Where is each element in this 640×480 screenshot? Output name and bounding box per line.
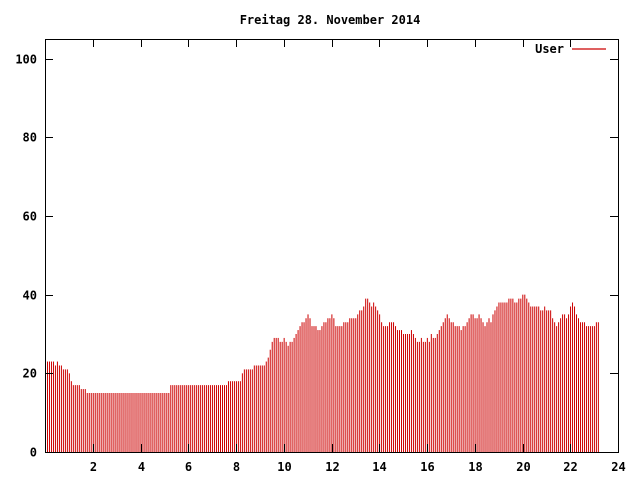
x-tick-label: 6 [185, 460, 192, 474]
x-tick-label: 22 [563, 460, 577, 474]
x-tick-label: 20 [516, 460, 530, 474]
x-tick-label: 24 [611, 460, 625, 474]
y-tick-label: 0 [30, 446, 37, 460]
x-tick-label: 2 [90, 460, 97, 474]
x-tick-label: 18 [468, 460, 482, 474]
x-tick-label: 10 [277, 460, 291, 474]
x-tick-label: 8 [233, 460, 240, 474]
y-tick-label: 40 [23, 289, 37, 303]
chart-title: Freitag 28. November 2014 [240, 13, 421, 27]
bars-group [45, 294, 599, 452]
x-tick-label: 16 [420, 460, 434, 474]
y-tick-label: 80 [23, 131, 37, 145]
y-tick-label: 100 [15, 53, 37, 67]
legend: User [535, 42, 606, 56]
x-tick-label: 12 [325, 460, 339, 474]
legend-label: User [535, 42, 564, 56]
x-tick-label: 14 [372, 460, 386, 474]
y-tick-label: 20 [23, 367, 37, 381]
y-tick-label: 60 [23, 210, 37, 224]
x-tick-label: 4 [138, 460, 145, 474]
